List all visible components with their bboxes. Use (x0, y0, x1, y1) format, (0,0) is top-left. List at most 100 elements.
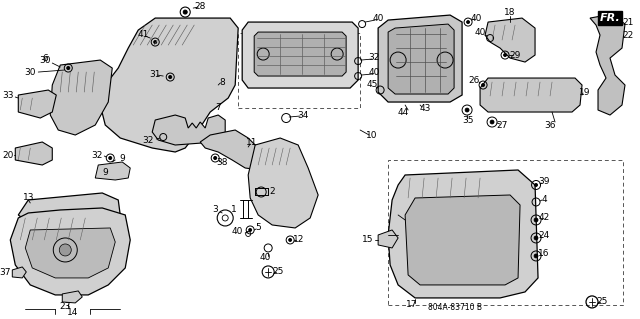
Polygon shape (248, 138, 318, 228)
Text: 12: 12 (292, 235, 304, 244)
Text: 45: 45 (367, 79, 378, 89)
Text: 22: 22 (622, 31, 634, 40)
Text: 17: 17 (406, 300, 418, 309)
Circle shape (60, 244, 71, 256)
Text: 41: 41 (138, 30, 149, 39)
Polygon shape (95, 162, 130, 180)
Text: 44: 44 (397, 108, 409, 116)
Text: 37: 37 (0, 269, 11, 278)
Text: 25: 25 (273, 267, 284, 277)
Text: 8: 8 (220, 78, 225, 86)
Text: 6: 6 (42, 54, 48, 63)
Text: 27: 27 (497, 121, 508, 130)
Text: 9: 9 (102, 168, 108, 177)
Text: 28: 28 (195, 2, 206, 11)
Text: 3: 3 (212, 205, 218, 214)
Text: 26: 26 (468, 76, 480, 85)
Text: 38: 38 (216, 159, 228, 167)
Polygon shape (19, 193, 120, 228)
Text: 9: 9 (120, 153, 125, 162)
Circle shape (183, 10, 188, 14)
Circle shape (534, 254, 538, 258)
Bar (238, 33, 360, 108)
Text: 39: 39 (538, 177, 550, 187)
Text: 40: 40 (232, 227, 243, 236)
Text: 42: 42 (538, 213, 550, 222)
Text: 24: 24 (538, 232, 550, 241)
Text: 34: 34 (298, 110, 309, 120)
Text: 19: 19 (579, 87, 591, 97)
Polygon shape (378, 15, 462, 102)
Text: 30: 30 (40, 56, 51, 64)
Circle shape (490, 120, 494, 124)
Text: 40: 40 (470, 14, 482, 23)
Polygon shape (12, 267, 26, 278)
Circle shape (534, 236, 538, 240)
Circle shape (169, 76, 172, 78)
Text: 29: 29 (509, 50, 521, 60)
Text: 14: 14 (67, 308, 78, 317)
Text: 33: 33 (3, 91, 14, 100)
Polygon shape (15, 142, 52, 165)
Bar (388, 160, 623, 305)
Text: 35: 35 (462, 115, 474, 124)
Text: 40: 40 (259, 254, 271, 263)
Polygon shape (405, 195, 520, 285)
Text: 31: 31 (150, 70, 161, 78)
Circle shape (214, 157, 217, 160)
Circle shape (534, 218, 538, 222)
Text: 32: 32 (143, 136, 154, 145)
Polygon shape (480, 78, 582, 112)
Text: 20: 20 (3, 151, 14, 160)
Circle shape (481, 84, 484, 86)
Text: 7: 7 (215, 102, 221, 112)
Text: 32: 32 (369, 53, 380, 62)
Text: 40: 40 (369, 68, 380, 77)
Polygon shape (254, 32, 346, 76)
Text: 4: 4 (541, 196, 547, 204)
Text: 40: 40 (372, 14, 384, 23)
Polygon shape (62, 291, 83, 303)
Circle shape (249, 228, 252, 232)
Text: 15: 15 (362, 235, 374, 244)
Circle shape (465, 108, 469, 112)
Polygon shape (200, 130, 268, 170)
Circle shape (467, 20, 470, 24)
Circle shape (67, 67, 70, 70)
Circle shape (534, 183, 538, 187)
Polygon shape (152, 115, 225, 145)
Polygon shape (26, 228, 115, 278)
Polygon shape (100, 18, 238, 152)
Text: 5: 5 (255, 224, 261, 233)
Text: 16: 16 (538, 249, 550, 258)
Circle shape (154, 41, 157, 44)
Polygon shape (590, 14, 625, 115)
Circle shape (289, 239, 292, 241)
Polygon shape (388, 170, 538, 298)
Circle shape (109, 157, 112, 160)
Text: 2: 2 (269, 188, 275, 197)
Text: 18: 18 (504, 8, 516, 17)
Polygon shape (378, 230, 398, 248)
Text: 25: 25 (596, 297, 608, 307)
Text: 23: 23 (60, 302, 71, 311)
Polygon shape (10, 208, 130, 295)
Text: 40: 40 (474, 27, 486, 37)
Text: 1: 1 (231, 205, 237, 214)
Text: FR.: FR. (600, 13, 620, 23)
Polygon shape (388, 24, 454, 94)
Polygon shape (51, 60, 112, 135)
Text: 36: 36 (544, 121, 556, 130)
Circle shape (504, 54, 507, 56)
Text: 804A-83710 B: 804A-83710 B (428, 303, 482, 312)
Text: 30: 30 (24, 68, 36, 77)
Text: 13: 13 (22, 194, 34, 203)
Polygon shape (485, 18, 535, 62)
Text: 10: 10 (366, 130, 378, 139)
Text: 21: 21 (622, 18, 634, 26)
Text: 32: 32 (92, 151, 103, 160)
Polygon shape (242, 22, 358, 88)
Polygon shape (19, 90, 56, 118)
Text: 11: 11 (246, 137, 258, 146)
Text: 43: 43 (419, 104, 431, 113)
